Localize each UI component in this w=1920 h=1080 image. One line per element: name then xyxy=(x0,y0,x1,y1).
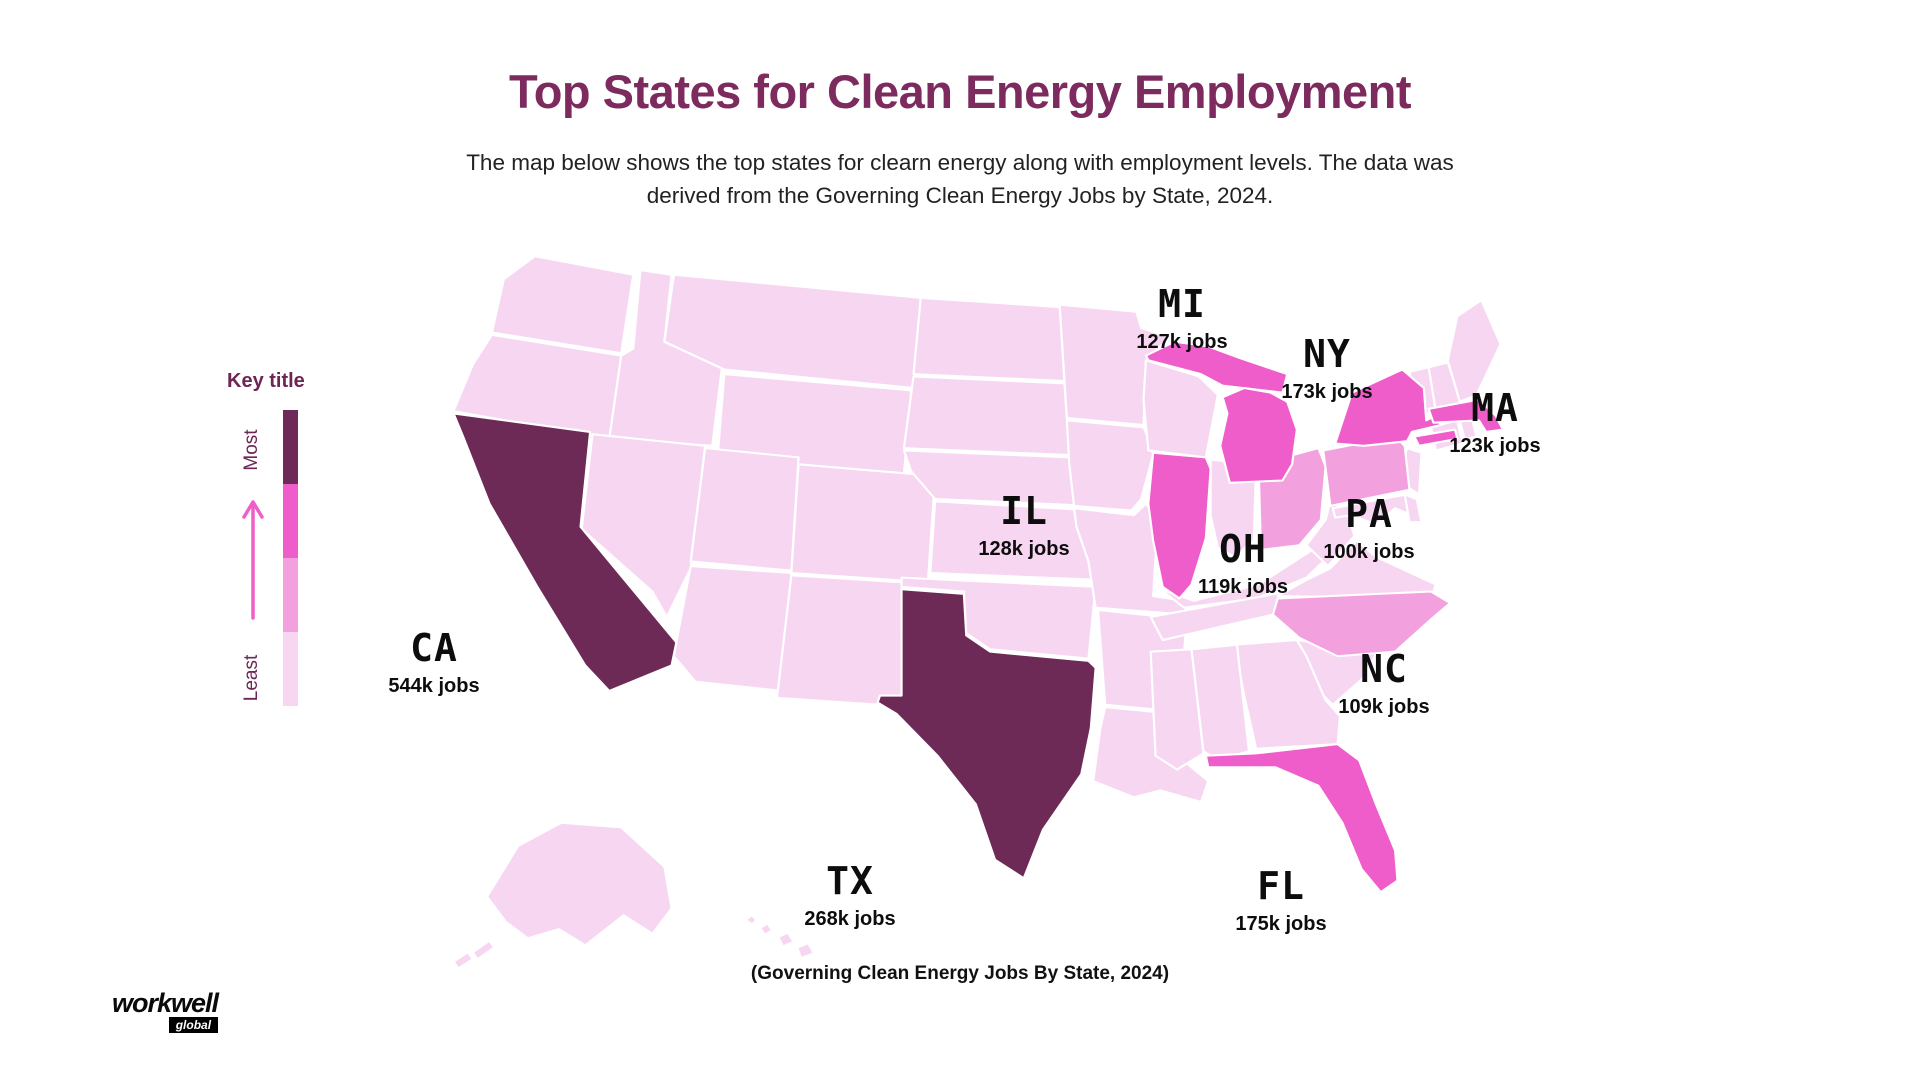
state-jobs-TX: 268k jobs xyxy=(804,908,896,930)
legend-swatch-3 xyxy=(283,558,298,632)
state-abbr-NY: NY xyxy=(1303,332,1351,376)
state-ND xyxy=(912,296,1066,383)
state-label-NY: NY 173k jobs xyxy=(1281,335,1372,404)
state-jobs-OH: 119k jobs xyxy=(1197,576,1289,598)
state-label-FL: FL 175k jobs xyxy=(1235,867,1326,936)
state-CO xyxy=(790,463,937,584)
state-TX xyxy=(876,588,1097,880)
state-label-CA: CA 544k jobs xyxy=(388,629,479,698)
state-IL xyxy=(1147,451,1212,600)
page-subtitle: The map below shows the top states for c… xyxy=(0,146,1920,212)
subtitle-line-1: The map below shows the top states for c… xyxy=(466,150,1454,175)
state-label-NC: NC 109k jobs xyxy=(1338,650,1429,719)
state-MT xyxy=(663,273,922,390)
state-abbr-OH: OH xyxy=(1219,527,1267,571)
state-MI xyxy=(1144,340,1289,394)
state-jobs-MI: 127k jobs xyxy=(1136,331,1228,353)
state-abbr-MA: MA xyxy=(1471,386,1519,430)
state-MI xyxy=(1219,386,1298,484)
legend-title: Key title xyxy=(227,370,305,392)
state-abbr-FL: FL xyxy=(1257,864,1305,908)
state-HI xyxy=(744,914,758,926)
state-AK xyxy=(452,951,474,970)
state-NY xyxy=(1413,428,1459,447)
state-jobs-NC: 109k jobs xyxy=(1338,696,1430,718)
state-AK xyxy=(471,939,496,961)
state-abbr-NC: NC xyxy=(1360,647,1408,691)
state-abbr-PA: PA xyxy=(1345,492,1393,536)
state-NC xyxy=(1271,590,1452,658)
state-label-OH: OH 119k jobs xyxy=(1198,530,1288,599)
state-ME xyxy=(1446,299,1502,403)
state-abbr-TX: TX xyxy=(826,859,874,903)
state-jobs-NY: 173k jobs xyxy=(1281,381,1373,403)
state-abbr-CA: CA xyxy=(410,626,458,670)
state-label-PA: PA 100k jobs xyxy=(1323,495,1414,564)
state-label-MI: MI 127k jobs xyxy=(1136,285,1227,354)
state-abbr-MI: MI xyxy=(1158,282,1206,326)
state-HI xyxy=(796,941,816,960)
state-DE xyxy=(1403,493,1423,524)
legend-swatch-4 xyxy=(283,632,298,706)
state-SD xyxy=(902,375,1071,457)
state-jobs-IL: 128k jobs xyxy=(978,538,1070,560)
state-AZ xyxy=(672,565,793,692)
state-label-IL: IL 128k jobs xyxy=(978,492,1069,561)
legend-arrow-up-icon xyxy=(242,500,264,620)
state-jobs-MA: 123k jobs xyxy=(1449,435,1541,457)
state-HI xyxy=(777,931,795,948)
state-IA xyxy=(1065,419,1155,512)
legend-most-label: Most xyxy=(241,429,262,471)
state-abbr-IL: IL xyxy=(1000,489,1048,533)
state-jobs-FL: 175k jobs xyxy=(1235,913,1327,935)
state-VA xyxy=(1276,539,1437,600)
state-FL xyxy=(1204,743,1399,894)
subtitle-line-2: derived from the Governing Clean Energy … xyxy=(646,183,1274,208)
state-CA xyxy=(452,412,678,692)
state-GA xyxy=(1233,639,1342,750)
legend-swatch-2 xyxy=(283,484,298,558)
state-AK xyxy=(486,821,673,947)
state-MA xyxy=(1427,398,1504,433)
state-MS xyxy=(1149,648,1205,771)
state-UT xyxy=(689,447,800,572)
page-title: Top States for Clean Energy Employment xyxy=(508,65,1412,118)
state-NM xyxy=(775,574,903,706)
state-jobs-CA: 544k jobs xyxy=(388,675,480,697)
legend-swatch-1 xyxy=(283,410,298,484)
state-WA xyxy=(490,255,635,355)
logo-sub: global xyxy=(168,1017,219,1033)
workwell-logo: workwell global xyxy=(112,988,219,1033)
us-choropleth-map xyxy=(452,255,1504,970)
state-label-MA: MA 123k jobs xyxy=(1449,389,1540,458)
logo-name: workwell xyxy=(112,988,219,1018)
legend-least-label: Least xyxy=(241,654,262,702)
state-ID xyxy=(608,269,726,447)
source-caption: (Governing Clean Energy Jobs By State, 2… xyxy=(750,963,1170,984)
state-jobs-PA: 100k jobs xyxy=(1323,541,1415,563)
legend-colorbar xyxy=(283,410,298,706)
state-label-TX: TX 268k jobs xyxy=(804,862,895,931)
state-HI xyxy=(759,922,774,936)
